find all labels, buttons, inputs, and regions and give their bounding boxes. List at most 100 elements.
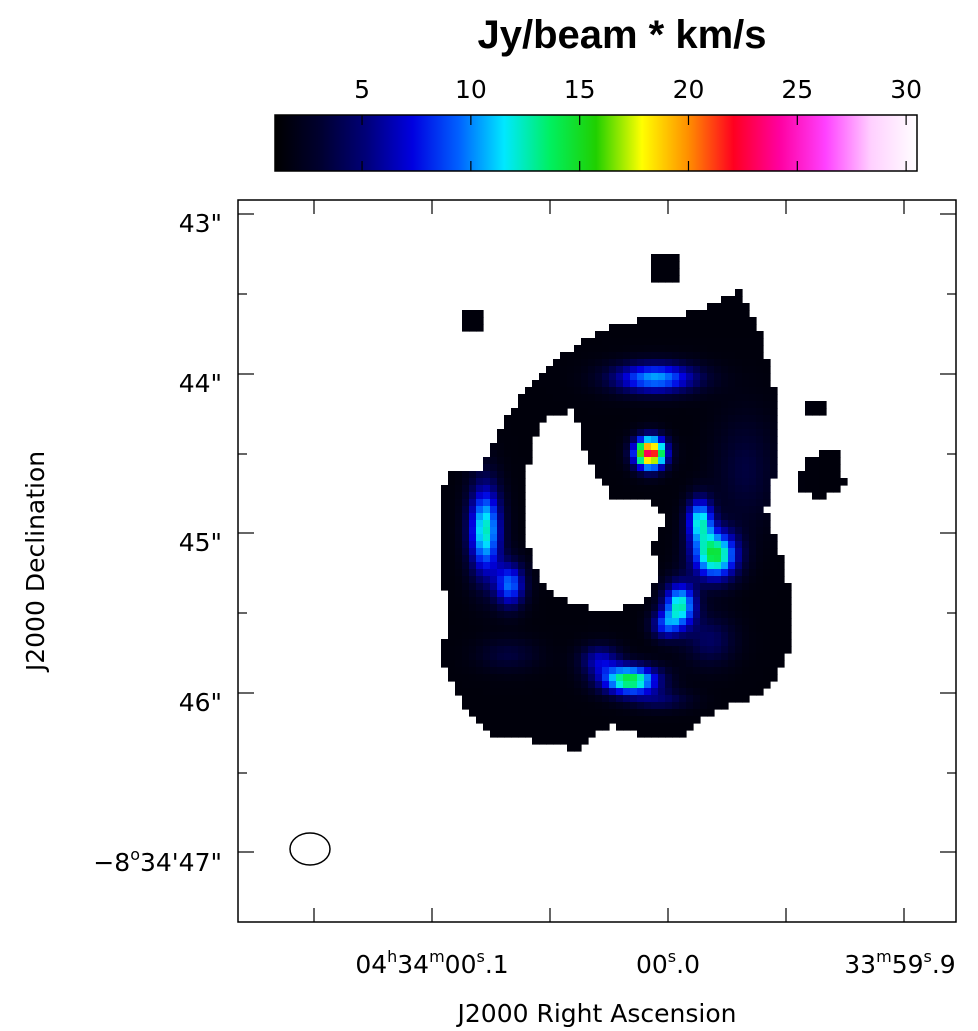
map-pixel	[700, 506, 708, 514]
map-pixel	[532, 422, 540, 430]
map-pixel	[490, 695, 498, 703]
map-pixel	[707, 380, 715, 388]
map-pixel	[651, 667, 659, 675]
map-pixel	[630, 387, 638, 395]
map-pixel	[651, 331, 659, 339]
map-pixel	[826, 450, 834, 458]
map-pixel	[707, 457, 715, 465]
map-pixel	[497, 555, 505, 563]
map-pixel	[749, 366, 757, 374]
map-pixel	[651, 499, 659, 507]
map-pixel	[553, 366, 561, 374]
map-pixel	[623, 618, 631, 626]
map-pixel	[679, 709, 687, 717]
map-pixel	[518, 548, 526, 556]
map-pixel	[497, 576, 505, 584]
map-pixel	[483, 646, 491, 654]
map-pixel	[658, 639, 666, 647]
map-pixel	[490, 723, 498, 731]
map-pixel	[448, 513, 456, 521]
map-pixel	[735, 331, 743, 339]
map-pixel	[511, 730, 519, 738]
map-pixel	[553, 646, 561, 654]
map-pixel	[455, 492, 463, 500]
map-pixel	[469, 611, 477, 619]
map-pixel	[749, 471, 757, 479]
map-pixel	[644, 604, 652, 612]
map-pixel	[588, 681, 596, 689]
map-pixel	[448, 555, 456, 563]
map-pixel	[518, 457, 526, 465]
map-pixel	[728, 583, 736, 591]
map-pixel	[777, 618, 785, 626]
map-pixel	[581, 387, 589, 395]
map-pixel	[462, 695, 470, 703]
map-pixel	[735, 513, 743, 521]
map-pixel	[511, 485, 519, 493]
map-pixel	[504, 548, 512, 556]
map-pixel	[686, 695, 694, 703]
map-pixel	[588, 429, 596, 437]
map-pixel	[672, 268, 680, 276]
map-pixel	[588, 632, 596, 640]
map-pixel	[658, 401, 666, 409]
map-pixel	[686, 408, 694, 416]
map-pixel	[651, 695, 659, 703]
map-pixel	[756, 541, 764, 549]
map-pixel	[560, 709, 568, 717]
map-pixel	[679, 457, 687, 465]
map-pixel	[504, 499, 512, 507]
map-pixel	[595, 723, 603, 731]
map-pixel	[483, 702, 491, 710]
map-pixel	[595, 618, 603, 626]
map-pixel	[490, 688, 498, 696]
map-pixel	[651, 345, 659, 353]
map-pixel	[700, 702, 708, 710]
map-pixel	[763, 464, 771, 472]
map-pixel	[462, 576, 470, 584]
map-pixel	[581, 366, 589, 374]
map-pixel	[476, 485, 484, 493]
map-pixel	[483, 625, 491, 633]
map-pixel	[595, 639, 603, 647]
map-pixel	[609, 352, 617, 360]
map-pixel	[812, 492, 820, 500]
map-pixel	[490, 513, 498, 521]
map-pixel	[567, 688, 575, 696]
map-pixel	[644, 345, 652, 353]
map-pixel	[756, 632, 764, 640]
map-pixel	[462, 702, 470, 710]
map-pixel	[630, 331, 638, 339]
map-pixel	[700, 569, 708, 577]
map-pixel	[511, 618, 519, 626]
map-pixel	[448, 569, 456, 577]
map-pixel	[728, 611, 736, 619]
map-pixel	[476, 597, 484, 605]
map-pixel	[658, 422, 666, 430]
map-pixel	[469, 702, 477, 710]
map-pixel	[644, 478, 652, 486]
map-pixel	[525, 723, 533, 731]
map-pixel	[581, 737, 589, 745]
map-pixel	[623, 436, 631, 444]
map-pixel	[665, 709, 673, 717]
map-pixel	[714, 471, 722, 479]
map-pixel	[742, 688, 750, 696]
map-pixel	[679, 527, 687, 535]
map-pixel	[504, 527, 512, 535]
map-pixel	[525, 702, 533, 710]
map-pixel	[490, 450, 498, 458]
map-pixel	[693, 688, 701, 696]
map-pixel	[455, 520, 463, 528]
map-pixel	[483, 681, 491, 689]
map-pixel	[469, 709, 477, 717]
map-pixel	[497, 492, 505, 500]
map-pixel	[455, 639, 463, 647]
map-pixel	[721, 387, 729, 395]
map-pixel	[560, 688, 568, 696]
map-pixel	[665, 730, 673, 738]
map-pixel	[546, 394, 554, 402]
map-pixel	[714, 338, 722, 346]
map-pixel	[763, 429, 771, 437]
map-pixel	[693, 520, 701, 528]
